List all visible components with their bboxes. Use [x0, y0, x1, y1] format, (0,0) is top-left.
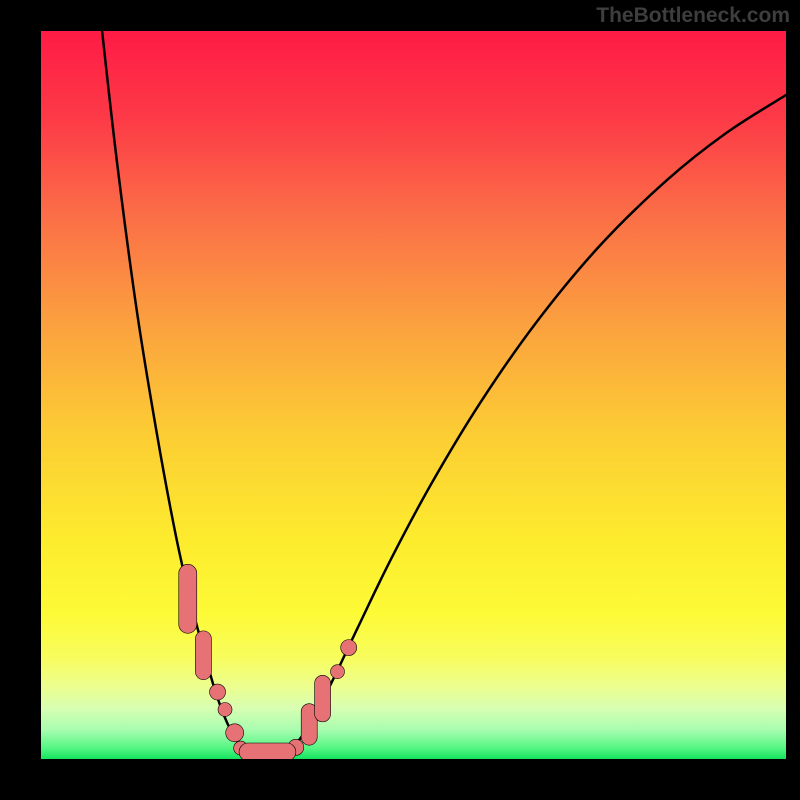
bottleneck-chart-svg: [0, 0, 800, 800]
chart-canvas: TheBottleneck.com: [0, 0, 800, 800]
